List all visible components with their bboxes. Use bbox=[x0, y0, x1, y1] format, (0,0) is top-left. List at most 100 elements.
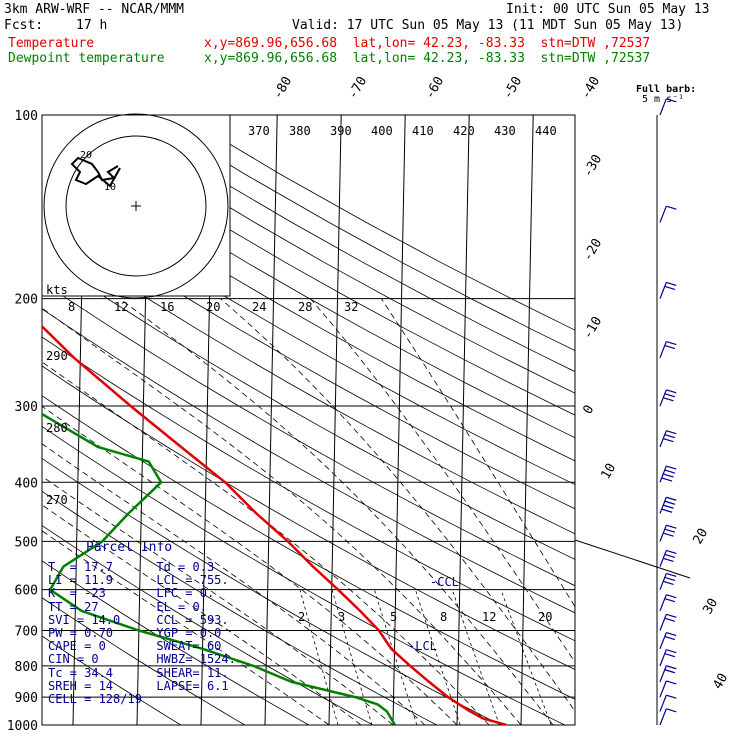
temperature-tick-label: -20 bbox=[580, 236, 605, 264]
forecast-hour: 17 h bbox=[76, 18, 108, 33]
wind-barb bbox=[659, 205, 667, 223]
moist-adiabat-line bbox=[42, 475, 394, 725]
wind-barb-flag bbox=[664, 393, 676, 398]
pressure-tick-label: 900 bbox=[15, 691, 38, 706]
hodograph-speed-tick: 12 bbox=[114, 300, 128, 314]
wind-barb bbox=[659, 614, 667, 631]
isotherm-line bbox=[520, 115, 534, 725]
barb-legend-units: 5 m s⁻¹ bbox=[642, 94, 684, 105]
wind-barb-flag bbox=[666, 649, 677, 654]
wind-barb-flag bbox=[664, 500, 676, 505]
wind-barb-flag bbox=[666, 572, 677, 578]
pressure-tick-label: 300 bbox=[15, 400, 38, 415]
dry-adiabat-line bbox=[42, 560, 309, 725]
wind-barb-flag bbox=[666, 632, 677, 637]
wind-barb-flag bbox=[664, 553, 676, 558]
wind-barb-flag bbox=[664, 434, 676, 439]
dry-adiabat-line bbox=[42, 490, 437, 725]
mixing-ratio-label: 12 bbox=[482, 610, 496, 624]
dry-adiabat-line bbox=[42, 229, 575, 535]
temperature-legend-label: Temperature bbox=[8, 36, 95, 51]
parcel-info-row: CELL = 128/19 bbox=[48, 692, 150, 707]
mixing-ratio-label: 5 bbox=[390, 610, 397, 624]
theta-label: 390 bbox=[330, 124, 352, 138]
hodograph-trace bbox=[70, 156, 121, 188]
wind-barb-flag bbox=[663, 557, 674, 562]
parcel-info-row: K = -23 LFC = 0. bbox=[48, 586, 215, 601]
theta-label: 430 bbox=[494, 124, 516, 138]
theta-side-label: 280 bbox=[46, 421, 68, 435]
parcel-info-row: LI = 11.9 LCL = 755. bbox=[48, 573, 229, 588]
temperature-tick-label: 0 bbox=[580, 403, 597, 417]
wind-barb-flag bbox=[664, 285, 676, 291]
wind-barb bbox=[659, 430, 667, 448]
wind-barb-flag bbox=[663, 438, 674, 443]
mixing-ratio-line bbox=[415, 589, 461, 725]
temperature-tick-label: -40 bbox=[578, 74, 603, 102]
hodograph-ring bbox=[43, 113, 229, 299]
wind-barb bbox=[659, 694, 667, 712]
valid-time: Valid: 17 UTC Sun 05 May 13 (11 MDT Sun … bbox=[292, 18, 684, 33]
wind-barb-flag bbox=[666, 708, 677, 713]
wind-barb-flag bbox=[664, 653, 676, 658]
wind-barb-flag bbox=[666, 694, 677, 699]
wind-barb-flag bbox=[664, 469, 676, 474]
wind-barb-flag bbox=[666, 613, 677, 618]
dry-adiabat-line bbox=[42, 203, 575, 510]
wind-barb-flag bbox=[663, 397, 674, 402]
ccl-marker: -CCL bbox=[430, 575, 459, 589]
temperature-tick-label: -50 bbox=[500, 74, 525, 102]
wind-barb-flag bbox=[666, 496, 677, 501]
wind-barb bbox=[659, 594, 667, 612]
wind-barb-flag bbox=[666, 281, 677, 287]
theta-label: 440 bbox=[535, 124, 557, 138]
wind-barb-flag bbox=[666, 524, 677, 529]
temperature-tick-label: -30 bbox=[580, 152, 605, 180]
moist-adiabat-line bbox=[380, 298, 575, 608]
temperature-tick-label: -60 bbox=[422, 74, 447, 102]
wind-barb-flag bbox=[664, 344, 676, 350]
wind-barb-flag bbox=[666, 389, 677, 394]
wind-barb bbox=[659, 680, 667, 698]
wind-barb bbox=[659, 465, 667, 483]
hodograph-speed-tick: 28 bbox=[298, 300, 312, 314]
dry-adiabat-line bbox=[42, 132, 575, 439]
wind-barb bbox=[659, 98, 667, 116]
temperature-tick-label: 40 bbox=[710, 671, 731, 692]
parcel-info-row: TT = 27 EL = 0. bbox=[48, 599, 207, 614]
dry-adiabat-line bbox=[42, 179, 575, 486]
mixing-ratio-label: 8 bbox=[440, 610, 447, 624]
theta-label: 410 bbox=[412, 124, 434, 138]
dry-adiabat-line bbox=[42, 254, 575, 560]
dry-adiabat-line bbox=[114, 115, 575, 373]
wind-barb-flag bbox=[664, 636, 676, 641]
parcel-info-row: T = 17.7 Td = 0.3 bbox=[48, 560, 215, 574]
wind-barb-flag bbox=[663, 504, 674, 509]
hodograph-speed-unit: kts bbox=[46, 283, 68, 297]
parcel-info-row: Tc = 34.4 SHEAR= 11. bbox=[48, 665, 229, 680]
dry-adiabat-line bbox=[48, 115, 575, 416]
theta-label: 420 bbox=[453, 124, 475, 138]
temperature-tick-label: 10 bbox=[598, 461, 619, 482]
isotherm-line bbox=[585, 115, 597, 725]
wind-barb bbox=[659, 632, 667, 650]
wind-barb-flag bbox=[661, 477, 673, 482]
parcel-info-row: SREH = 14 LAPSE= 6.1 bbox=[48, 678, 229, 693]
pressure-tick-label: 1000 bbox=[7, 719, 38, 734]
barb-legend-title: Full barb: bbox=[636, 84, 696, 95]
isotherm-line bbox=[392, 115, 406, 725]
wind-barb-flag bbox=[664, 617, 676, 622]
wind-barb-flag bbox=[664, 669, 676, 674]
dry-adiabat-line bbox=[42, 457, 501, 725]
wind-barb bbox=[659, 497, 667, 514]
wind-barb-flag bbox=[666, 680, 677, 685]
dry-adiabat-line bbox=[42, 635, 182, 725]
lcl-marker: -LCL bbox=[408, 639, 437, 653]
wind-barb-flag bbox=[663, 580, 674, 586]
pressure-tick-label: 200 bbox=[15, 293, 38, 308]
hodograph-speed-tick: 32 bbox=[344, 300, 358, 314]
wind-barb bbox=[659, 341, 667, 358]
pressure-tick-label: 600 bbox=[15, 584, 38, 599]
hodograph-speed-tick: 20 bbox=[206, 300, 220, 314]
dry-adiabat-line bbox=[42, 308, 575, 614]
